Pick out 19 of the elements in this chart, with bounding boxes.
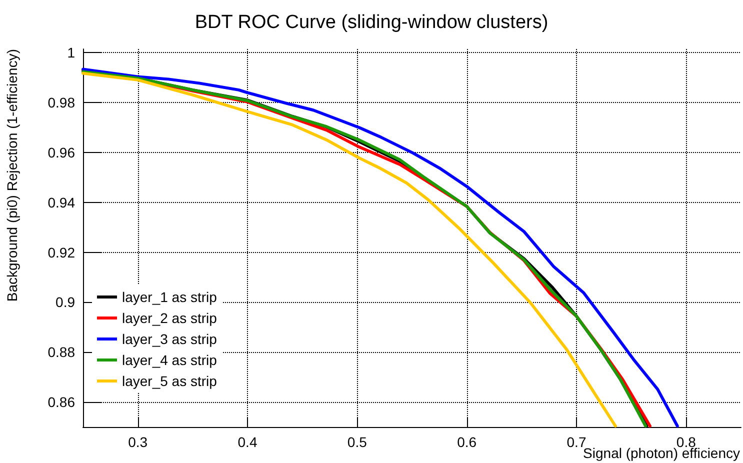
chart-title: BDT ROC Curve (sliding-window clusters) [194,12,548,33]
x-tick-label: 0.5 [347,434,368,450]
y-tick-label: 0.88 [48,344,76,360]
legend-label: layer_5 as strip [122,373,218,389]
x-tick-label: 0.6 [457,434,477,450]
legend-label: layer_1 as strip [122,289,218,305]
y-tick-label: 0.98 [48,94,76,111]
x-tick-label: 0.4 [238,434,258,450]
y-tick-label: 1 [67,44,76,61]
y-tick-label: 0.96 [48,144,76,161]
x-tick-label: 0.3 [128,434,148,450]
y-tick-label: 0.94 [48,194,76,210]
legend-label: layer_3 as strip [122,331,218,347]
y-tick-label: 0.92 [48,244,76,260]
legend-label: layer_4 as strip [122,352,218,368]
y-axis-title: Background (pi0) Rejection (1-efficiency) [4,49,20,302]
y-tick-label: 0.9 [56,294,76,310]
legend-label: layer_2 as strip [122,310,218,326]
y-tick-label: 0.86 [48,394,76,410]
